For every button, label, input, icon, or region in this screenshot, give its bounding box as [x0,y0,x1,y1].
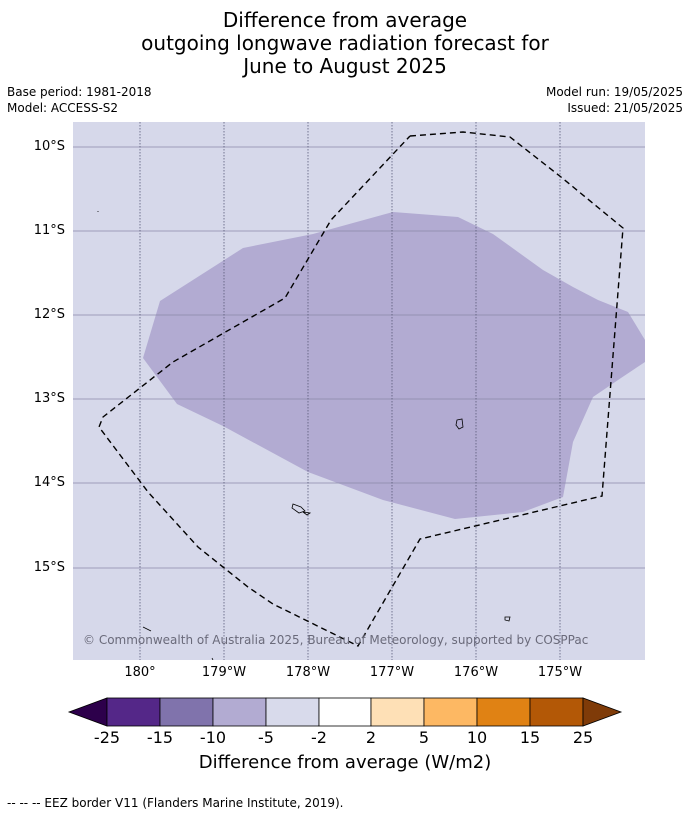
colorbar-segment-above [582,697,623,727]
lon-label-179w: 179°W [201,665,247,680]
colorbar-title: Difference from average (W/m2) [198,752,492,773]
colorbar-tick-label: -5 [258,728,274,747]
island-outline [211,657,214,660]
olr-anomaly-region [143,212,645,519]
title-line-2: outgoing longwave radiation forecast for [141,31,549,55]
meta-right: Model run: 19/05/2025 Issued: 21/05/2025 [546,84,683,116]
colorbar-segment [318,697,372,727]
lat-label-11s: 11°S [33,223,65,238]
colorbar [67,697,623,727]
colorbar-tick-label: 25 [572,728,594,747]
title-line-3: June to August 2025 [243,54,447,78]
lon-label-176w: 176°W [453,665,499,680]
colorbar-tick-label: 5 [418,728,430,747]
colorbar-segment [529,697,584,727]
model-run: Model run: 19/05/2025 [545,85,683,99]
colorbar-segment [370,697,425,727]
latitude-gridlines [73,146,645,569]
lon-label-178w: 178°W [285,665,331,680]
lat-label-10s: 10°S [33,139,65,154]
issued-date: Issued: 21/05/2025 [567,101,683,115]
colorbar-segment [265,697,320,727]
colorbar-segment [212,697,267,727]
copyright-notice: © Commonwealth of Australia 2025, Bureau… [83,633,589,647]
map-panel [73,122,645,660]
colorbar-tick-label: 10 [466,728,488,747]
colorbar-tick-label: 2 [365,728,377,747]
meta-left: Base period: 1981-2018 Model: ACCESS-S2 [7,84,152,116]
eez-legend-note: -- -- -- EEZ border V11 (Flanders Marine… [7,796,344,810]
island-outline [504,616,511,622]
colorbar-tick-label: -25 [93,728,121,747]
colorbar-segment [159,697,214,727]
colorbar-segment [423,697,478,727]
longitude-gridlines [139,122,561,660]
islands [97,211,511,660]
eez-border [98,131,624,647]
lon-label-175w: 175°W [537,665,583,680]
colorbar-segment [106,697,161,727]
colorbar-tick-label: 15 [519,728,541,747]
colorbar-segment [476,697,531,727]
lon-label-180: 180° [124,665,156,680]
lon-label-177w: 177°W [369,665,415,680]
base-period: Base period: 1981-2018 [7,85,152,99]
island-outline [291,503,306,514]
lat-label-12s: 12°S [33,307,65,322]
island-outline [142,626,152,632]
lat-label-15s: 15°S [33,560,65,575]
lat-label-14s: 14°S [33,475,65,490]
island-outline [302,511,312,516]
colorbar-tick-label: -15 [146,728,174,747]
colorbar-tick-label: -2 [311,728,327,747]
colorbar-tick-label: -10 [199,728,227,747]
model-name: Model: ACCESS-S2 [7,101,119,115]
island-outline [455,418,464,430]
title-line-1: Difference from average [222,8,468,32]
colorbar-segment-below [67,697,108,727]
lat-label-13s: 13°S [33,391,65,406]
